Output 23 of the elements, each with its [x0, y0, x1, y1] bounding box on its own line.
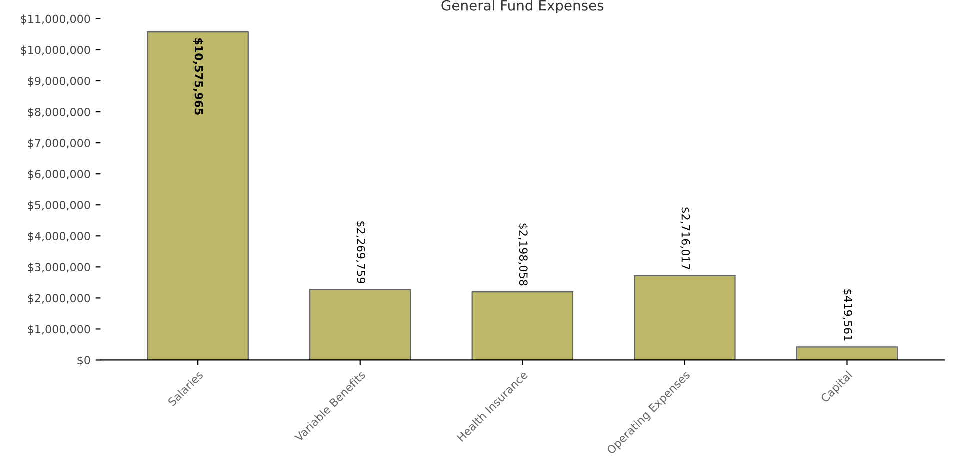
bar [309, 289, 412, 360]
chart-title: General Fund Expenses [442, 0, 604, 14]
bar [634, 275, 736, 360]
y-tick-label: $9,000,000 [28, 76, 90, 87]
data-label: $419,561 [842, 290, 853, 341]
y-tick-label: $5,000,000 [28, 200, 90, 211]
bar [472, 291, 574, 360]
data-label: $2,716,017 [680, 208, 690, 270]
y-tick-label: $10,000,000 [21, 46, 90, 56]
data-label: $2,198,058 [518, 224, 528, 286]
y-tick-label: $1,000,000 [28, 324, 90, 336]
bar [796, 346, 898, 360]
y-tick-label: $3,000,000 [28, 262, 90, 274]
data-label: $10,575,965 [193, 38, 204, 115]
y-tick-label: $4,000,000 [28, 232, 90, 242]
y-tick-label: $11,000,000 [21, 14, 90, 25]
y-tick-label: $6,000,000 [28, 170, 90, 180]
bar [147, 32, 249, 360]
data-label: $2,269,759 [356, 222, 366, 284]
y-tick-label: $2,000,000 [28, 294, 90, 304]
y-tick-label: $7,000,000 [28, 138, 90, 149]
y-tick-label: $0 [78, 356, 90, 366]
y-tick-label: $8,000,000 [28, 108, 90, 118]
